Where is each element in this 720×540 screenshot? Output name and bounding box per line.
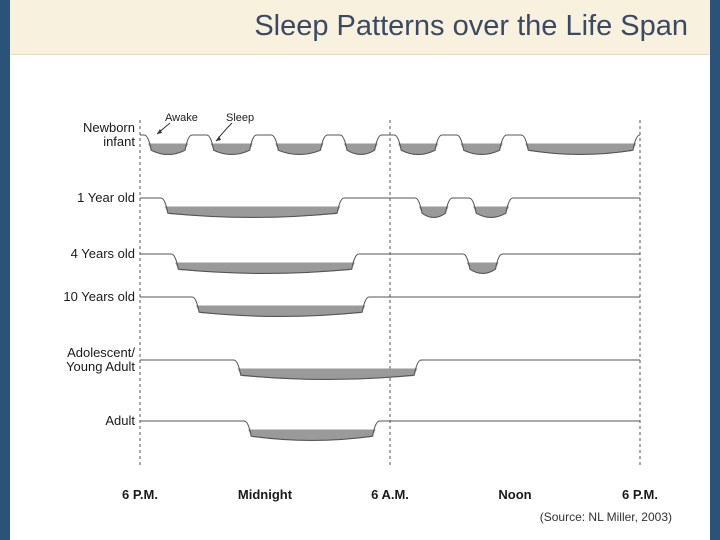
sleep-period: [343, 143, 378, 155]
sleep-row: Adolescent/Young Adult: [66, 345, 640, 381]
time-axis-label: 6 A.M.: [371, 487, 409, 502]
sleep-trace: [140, 197, 640, 219]
sleep-pointer-arrowhead: [216, 136, 221, 141]
time-axis-label: Noon: [498, 487, 531, 502]
row-label: 10 Years old: [63, 289, 135, 304]
time-guides: [139, 120, 641, 468]
awake-legend-label: Awake: [165, 112, 198, 124]
title-band: Sleep Patterns over the Life Span: [10, 0, 710, 55]
sleep-legend-label: Sleep: [226, 112, 254, 124]
row-label: 4 Years old: [71, 246, 135, 261]
slide-title: Sleep Patterns over the Life Span: [254, 10, 688, 42]
slide: Sleep Patterns over the Life Span Newbor…: [10, 0, 710, 540]
sleep-period: [237, 368, 418, 380]
sleep-period: [148, 143, 189, 155]
legend: Awake Sleep: [156, 112, 254, 142]
source-citation: (Source: NL Miller, 2003): [539, 510, 672, 524]
row-label: Adolescent/: [67, 345, 135, 360]
sleep-trace: [140, 134, 641, 156]
sleep-row: Adult: [105, 413, 640, 442]
awake-pointer-arrowhead: [157, 129, 162, 134]
sleep-period: [460, 143, 503, 155]
sleep-period: [466, 262, 499, 274]
sleep-period: [473, 206, 510, 218]
sleep-row: 10 Years old: [63, 289, 640, 317]
sleep-period: [275, 143, 324, 155]
time-axis-label: 6 P.M.: [622, 487, 658, 502]
time-axis-label: Midnight: [238, 487, 293, 502]
row-label: Adult: [105, 413, 135, 428]
sleep-trace: [140, 296, 640, 317]
sleep-row: 4 Years old: [71, 246, 640, 275]
sleep-period: [248, 429, 376, 441]
sleep-trace: [140, 359, 640, 381]
sleep-period: [175, 262, 355, 274]
row-label: Newborn: [83, 120, 135, 135]
sleep-trace: [140, 253, 640, 275]
sleep-trace: [140, 420, 640, 442]
time-axis-label: 6 P.M.: [122, 487, 158, 502]
sleep-period: [418, 206, 449, 218]
sleep-period: [398, 143, 439, 155]
row-label: Young Adult: [66, 359, 135, 374]
row-label: infant: [103, 134, 135, 149]
sleep-row: 1 Year old: [77, 190, 640, 219]
sleep-period: [164, 206, 341, 218]
sleep-period: [210, 143, 253, 155]
time-axis: 6 P.M. Midnight 6 A.M. Noon 6 P.M.: [122, 487, 658, 502]
sleep-period: [525, 143, 637, 155]
row-label: 1 Year old: [77, 190, 135, 205]
sleep-period: [195, 305, 366, 317]
